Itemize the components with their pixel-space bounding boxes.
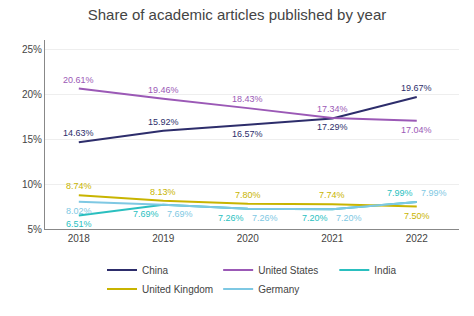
- svg-text:India: India: [374, 265, 396, 276]
- svg-text:Germany: Germany: [258, 284, 299, 295]
- svg-text:14.63%: 14.63%: [63, 128, 94, 138]
- svg-text:Share of academic articles pub: Share of academic articles published by …: [88, 6, 387, 23]
- svg-text:7.69%: 7.69%: [167, 209, 193, 219]
- svg-text:7.20%: 7.20%: [302, 213, 328, 223]
- svg-text:6.51%: 6.51%: [66, 219, 92, 229]
- svg-text:8.74%: 8.74%: [66, 181, 92, 191]
- svg-text:20.61%: 20.61%: [63, 75, 94, 85]
- svg-text:United Kingdom: United Kingdom: [142, 284, 213, 295]
- svg-text:19.67%: 19.67%: [401, 83, 432, 93]
- svg-text:8.13%: 8.13%: [150, 187, 176, 197]
- svg-text:7.26%: 7.26%: [218, 213, 244, 223]
- svg-text:16.57%: 16.57%: [232, 129, 263, 139]
- svg-text:25%: 25%: [22, 44, 42, 55]
- svg-text:2021: 2021: [321, 233, 344, 244]
- svg-text:2019: 2019: [152, 233, 175, 244]
- svg-text:15%: 15%: [22, 134, 42, 145]
- svg-text:7.99%: 7.99%: [421, 188, 447, 198]
- svg-text:7.99%: 7.99%: [387, 188, 413, 198]
- svg-text:2022: 2022: [406, 233, 429, 244]
- svg-text:17.29%: 17.29%: [317, 122, 348, 132]
- svg-text:10%: 10%: [22, 179, 42, 190]
- svg-text:20%: 20%: [22, 89, 42, 100]
- svg-text:17.04%: 17.04%: [401, 125, 432, 135]
- svg-text:China: China: [142, 265, 169, 276]
- svg-text:7.69%: 7.69%: [133, 209, 159, 219]
- svg-text:United States: United States: [258, 265, 318, 276]
- svg-text:2020: 2020: [237, 233, 260, 244]
- svg-text:8.02%: 8.02%: [66, 206, 92, 216]
- svg-text:7.80%: 7.80%: [235, 190, 261, 200]
- svg-text:2018: 2018: [68, 233, 91, 244]
- svg-text:19.46%: 19.46%: [148, 85, 179, 95]
- svg-text:7.74%: 7.74%: [319, 190, 345, 200]
- svg-text:15.92%: 15.92%: [148, 117, 179, 127]
- svg-text:5%: 5%: [28, 224, 43, 235]
- svg-text:7.26%: 7.26%: [252, 213, 278, 223]
- svg-text:7.50%: 7.50%: [404, 211, 430, 221]
- svg-text:17.34%: 17.34%: [317, 104, 348, 114]
- svg-text:7.20%: 7.20%: [336, 213, 362, 223]
- svg-text:18.43%: 18.43%: [232, 94, 263, 104]
